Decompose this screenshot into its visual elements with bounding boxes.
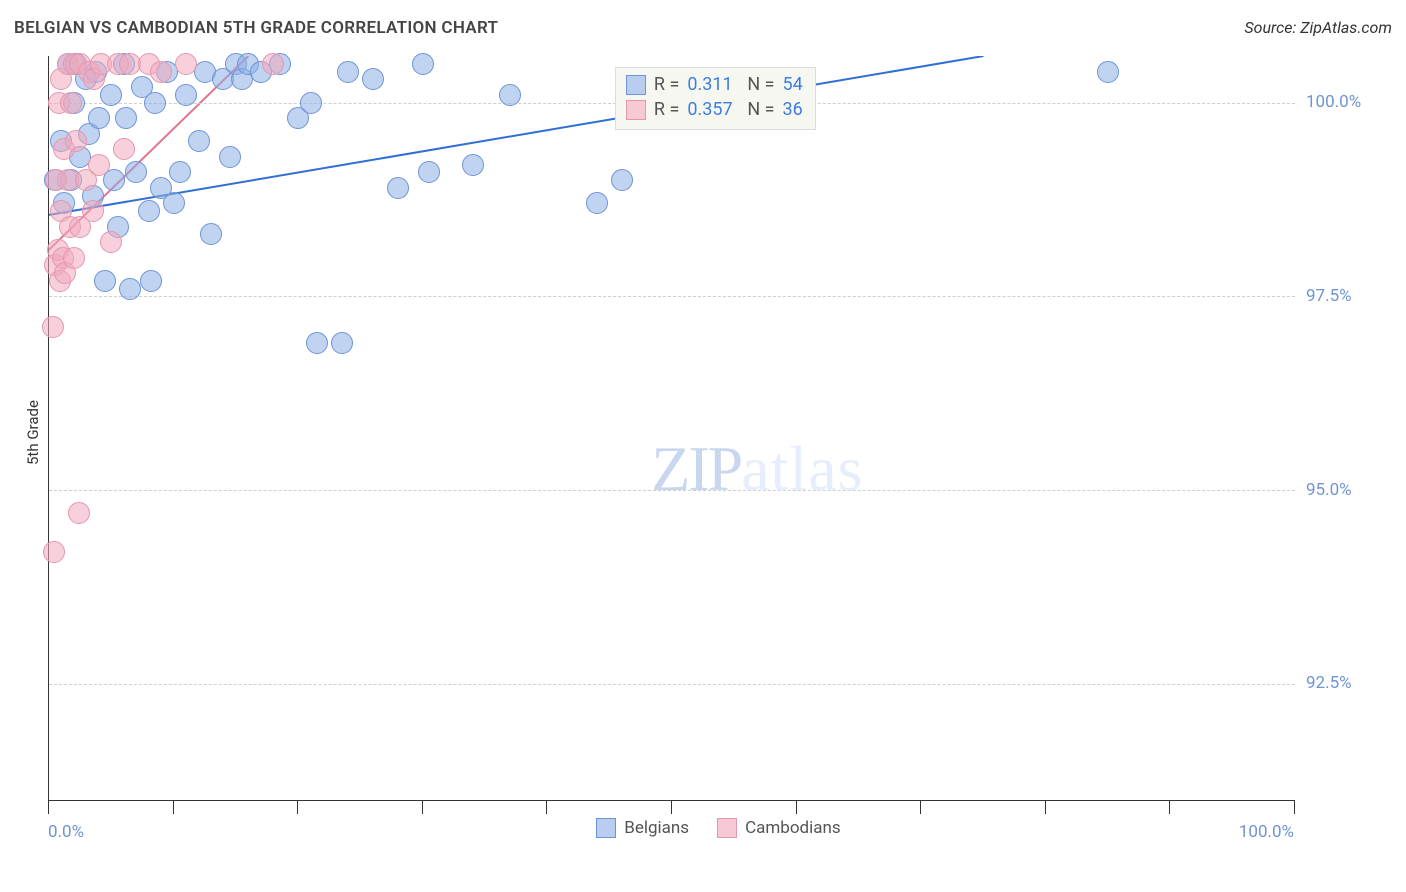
scatter-point-blue	[412, 53, 434, 75]
chart-title: BELGIAN VS CAMBODIAN 5TH GRADE CORRELATI…	[14, 18, 498, 38]
xtick-mark	[671, 800, 672, 814]
scatter-point-blue	[188, 130, 210, 152]
ytick-label: 92.5%	[1306, 673, 1352, 693]
xtick-mark	[920, 800, 921, 814]
scatter-point-pink	[150, 61, 172, 83]
legend-item: Cambodians	[717, 818, 841, 838]
scatter-point-blue	[387, 177, 409, 199]
scatter-point-blue	[337, 61, 359, 83]
scatter-point-blue	[144, 92, 166, 114]
scatter-point-blue	[200, 223, 222, 245]
scatter-point-blue	[163, 192, 185, 214]
scatter-point-blue	[331, 332, 353, 354]
xtick-mark	[546, 800, 547, 814]
xtick-mark	[422, 800, 423, 814]
scatter-point-pink	[175, 53, 197, 75]
r-label: R =	[654, 72, 679, 97]
scatter-point-blue	[362, 68, 384, 90]
scatter-point-blue	[300, 92, 322, 114]
ytick-label: 100.0%	[1306, 92, 1361, 112]
scatter-point-blue	[219, 146, 241, 168]
swatch-icon	[717, 818, 737, 838]
scatter-point-blue	[499, 84, 521, 106]
swatch-pink	[626, 100, 646, 120]
scatter-point-blue	[586, 192, 608, 214]
n-value: 36	[783, 97, 803, 122]
title-row: BELGIAN VS CAMBODIAN 5TH GRADE CORRELATI…	[14, 18, 1392, 38]
ytick-label: 95.0%	[1306, 480, 1352, 500]
xtick-mark	[297, 800, 298, 814]
gridline-y	[49, 684, 1295, 685]
swatch-blue	[626, 75, 646, 95]
scatter-point-pink	[68, 502, 90, 524]
scatter-point-pink	[100, 231, 122, 253]
xtick-label: 0.0%	[48, 822, 84, 842]
n-label: N =	[747, 97, 774, 122]
r-value: 0.311	[687, 72, 739, 97]
correlation-legend: R = 0.311 N = 54 R = 0.357 N = 36	[615, 67, 816, 129]
plot-area: ZIPatlas	[48, 56, 1295, 801]
xtick-mark	[1045, 800, 1046, 814]
legend-label: Cambodians	[745, 818, 841, 838]
scatter-point-pink	[82, 200, 104, 222]
xtick-mark	[1169, 800, 1170, 814]
xtick-mark	[48, 800, 49, 814]
scatter-point-blue	[140, 270, 162, 292]
r-label: R =	[654, 97, 679, 122]
source-label: Source: ZipAtlas.com	[1244, 18, 1392, 37]
scatter-point-blue	[115, 107, 137, 129]
corr-legend-row-pink: R = 0.357 N = 36	[626, 97, 803, 122]
watermark: ZIPatlas	[651, 432, 863, 506]
r-value: 0.357	[687, 97, 739, 122]
xtick-mark	[796, 800, 797, 814]
scatter-point-pink	[42, 316, 64, 338]
swatch-icon	[596, 818, 616, 838]
scatter-point-blue	[119, 278, 141, 300]
scatter-point-blue	[418, 161, 440, 183]
trendlines-layer	[49, 56, 1295, 800]
scatter-point-pink	[63, 247, 85, 269]
chart-container: BELGIAN VS CAMBODIAN 5TH GRADE CORRELATI…	[0, 0, 1406, 892]
scatter-point-blue	[125, 161, 147, 183]
gridline-y	[49, 296, 1295, 297]
legend-label: Belgians	[624, 818, 689, 838]
gridline-y	[49, 490, 1295, 491]
scatter-point-blue	[175, 84, 197, 106]
scatter-point-pink	[88, 154, 110, 176]
scatter-point-blue	[462, 154, 484, 176]
legend-item: Belgians	[596, 818, 689, 838]
scatter-point-blue	[138, 200, 160, 222]
scatter-point-blue	[88, 107, 110, 129]
scatter-point-blue	[306, 332, 328, 354]
n-label: N =	[747, 72, 774, 97]
scatter-point-pink	[43, 541, 65, 563]
xtick-label: 100.0%	[1239, 822, 1294, 842]
scatter-point-blue	[611, 169, 633, 191]
xtick-mark	[1294, 800, 1295, 814]
y-axis-label: 5th Grade	[24, 400, 42, 465]
scatter-point-pink	[113, 138, 135, 160]
scatter-point-blue	[94, 270, 116, 292]
scatter-point-blue	[1097, 61, 1119, 83]
scatter-point-blue	[100, 84, 122, 106]
corr-legend-row-blue: R = 0.311 N = 54	[626, 72, 803, 97]
xtick-mark	[173, 800, 174, 814]
scatter-point-pink	[262, 53, 284, 75]
series-legend: Belgians Cambodians	[596, 818, 840, 838]
scatter-point-pink	[60, 92, 82, 114]
scatter-point-blue	[169, 161, 191, 183]
scatter-point-pink	[65, 130, 87, 152]
ytick-label: 97.5%	[1306, 286, 1352, 306]
n-value: 54	[783, 72, 803, 97]
